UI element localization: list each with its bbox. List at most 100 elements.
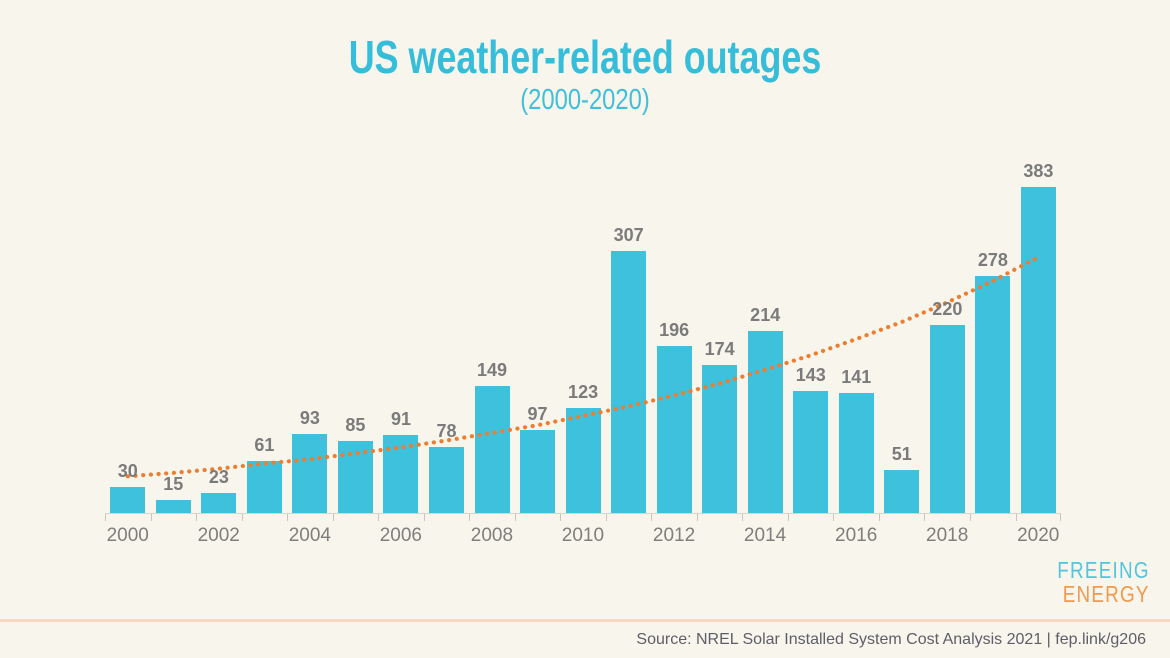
bar: 123 xyxy=(565,382,601,513)
bar-value-label: 278 xyxy=(977,250,1008,270)
bar: 383 xyxy=(1020,161,1056,513)
bar-value-label: 149 xyxy=(476,360,508,380)
bar-value-label: 78 xyxy=(436,420,457,441)
footer-divider xyxy=(0,619,1170,622)
axis-tick xyxy=(378,514,380,521)
axis-tick xyxy=(1060,514,1061,521)
logo-word-energy: ENERGY xyxy=(1062,581,1150,607)
bar-value-label: 23 xyxy=(208,467,229,488)
bar-slot: 61 xyxy=(242,140,288,513)
bar: 30 xyxy=(110,461,146,513)
axis-tick xyxy=(514,514,516,521)
bar: 307 xyxy=(611,225,647,513)
axis-tick xyxy=(469,514,471,521)
bar-slot: 123 xyxy=(560,140,606,513)
axis-tick xyxy=(560,514,562,521)
bar-chart: 30 15 23 61 93 85 91 78 149 97 123 307 196 174 214 143 1… xyxy=(105,140,1061,546)
axis-tick xyxy=(605,514,607,521)
bar: 174 xyxy=(702,339,738,513)
logo-word-freeing: FREEING xyxy=(1057,557,1150,583)
bar-value-label: 30 xyxy=(117,461,138,482)
axis-tick xyxy=(651,514,653,521)
source-text: Source: NREL Solar Installed System Cost… xyxy=(636,631,1146,648)
axis-tick xyxy=(787,514,789,521)
bar: 61 xyxy=(246,435,282,513)
bar-slot: 91 xyxy=(378,140,424,513)
bar-slot: 30 xyxy=(105,140,151,513)
bar: 78 xyxy=(428,421,464,513)
axis-tick xyxy=(150,514,152,521)
axis-tick xyxy=(332,514,334,521)
x-axis-label: 2002 xyxy=(197,525,240,546)
bar: 196 xyxy=(656,320,692,513)
bar-value-label: 93 xyxy=(299,407,320,428)
bar-value-label: 196 xyxy=(659,319,690,340)
bar-value-label: 174 xyxy=(704,338,735,359)
bar-value-label: 15 xyxy=(163,474,184,495)
bar-value-label: 61 xyxy=(254,435,275,455)
bar: 93 xyxy=(292,408,328,513)
bar-slot: 93 xyxy=(287,140,333,513)
axis-tick xyxy=(423,514,425,521)
bar-slot: 220 xyxy=(925,140,971,513)
axis-tick xyxy=(924,514,926,521)
x-axis-label: 2006 xyxy=(379,525,422,546)
x-axis-label: 2020 xyxy=(1017,525,1060,546)
bars-container: 30 15 23 61 93 85 91 78 149 97 123 307 196 174 214 143 1… xyxy=(105,140,1061,513)
bar-value-label: 97 xyxy=(527,404,548,425)
bar: 85 xyxy=(337,415,373,513)
axis-tick xyxy=(878,514,880,521)
bar-slot: 214 xyxy=(742,140,788,513)
axis-tick xyxy=(970,514,971,521)
x-axis-line xyxy=(105,513,1061,514)
axis-tick xyxy=(287,514,289,521)
bar-value-label: 307 xyxy=(613,225,644,246)
freeing-energy-logo: FREEING ENERGY xyxy=(1058,558,1150,606)
axis-tick xyxy=(1015,514,1017,521)
chart-title: US weather-related outages xyxy=(348,31,822,83)
bar-slot: 97 xyxy=(515,140,561,513)
axis-tick xyxy=(696,514,698,521)
bar: 141 xyxy=(838,367,874,513)
bar-slot: 78 xyxy=(424,140,470,513)
axis-tick xyxy=(105,514,106,521)
bar: 23 xyxy=(201,467,237,513)
bar-slot: 85 xyxy=(333,140,379,513)
bar-slot: 51 xyxy=(879,140,925,513)
chart-subtitle: (2000-2020) xyxy=(520,84,650,116)
bar-value-label: 85 xyxy=(345,414,366,435)
bar: 97 xyxy=(520,404,556,513)
bar-value-label: 220 xyxy=(932,299,963,320)
x-axis-label: 2010 xyxy=(561,525,605,546)
x-axis-label: 2000 xyxy=(106,525,149,546)
x-axis-label: 2014 xyxy=(743,525,787,546)
x-axis-label: 2016 xyxy=(835,525,878,546)
x-axis-label: 2008 xyxy=(470,525,514,546)
axis-tick xyxy=(241,514,243,521)
bar: 143 xyxy=(793,365,829,513)
bar: 214 xyxy=(747,305,783,513)
x-axis-label: 2012 xyxy=(652,525,696,546)
bar-value-label: 383 xyxy=(1023,160,1054,181)
bar-slot: 15 xyxy=(151,140,197,513)
bar-value-label: 51 xyxy=(891,443,912,464)
axis-tick xyxy=(742,514,744,521)
bar-slot: 383 xyxy=(1016,140,1062,513)
bar-value-label: 214 xyxy=(750,304,781,325)
bar-value-label: 123 xyxy=(568,382,599,403)
bar-slot: 149 xyxy=(469,140,515,513)
bar-slot: 196 xyxy=(651,140,697,513)
x-axis-label: 2018 xyxy=(926,525,969,546)
bar: 91 xyxy=(383,409,419,513)
bar-slot: 23 xyxy=(196,140,242,513)
x-axis-label: 2004 xyxy=(288,525,331,546)
bar-slot: 141 xyxy=(834,140,880,513)
bar: 15 xyxy=(155,474,191,513)
axis-tick xyxy=(833,514,835,521)
bar-slot: 143 xyxy=(788,140,834,513)
bar: 51 xyxy=(884,444,920,513)
bar-value-label: 143 xyxy=(795,365,826,386)
bar: 220 xyxy=(929,299,965,513)
axis-tick xyxy=(196,514,197,521)
